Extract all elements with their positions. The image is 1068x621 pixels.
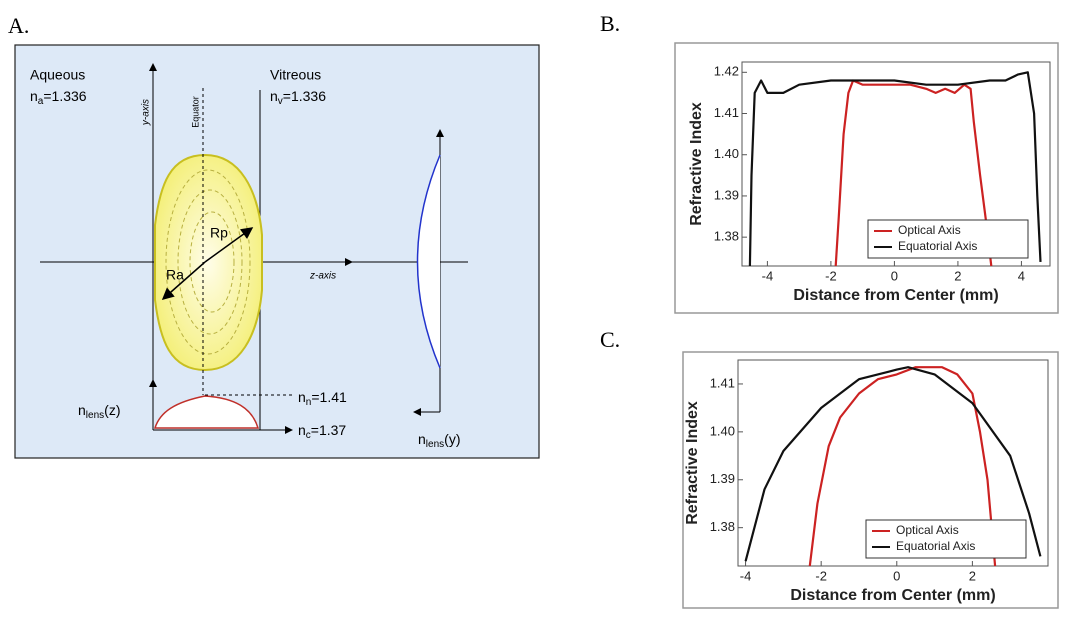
y-tick-label: 1.41 [714,105,739,120]
x-axis-label: Distance from Center (mm) [790,587,995,604]
panel-label: B. [600,11,620,36]
label: nn=1.41 [298,389,347,408]
y-tick-label: 1.40 [714,146,739,161]
series-line [808,366,997,567]
y-tick-label: 1.42 [714,64,739,79]
legend-label: Equatorial Axis [896,539,975,553]
chart: 1.38 1.39 1.40 1.41 1.42 -4 -2 0 2 4 Distance from… [674,42,1059,314]
panel-label: C. [600,327,620,352]
legend-label: Optical Axis [898,223,961,237]
y-tick-label: 1.40 [710,423,735,438]
chart: 1.38 1.39 1.40 1.41 -4 -2 0 2 Distance from Cent… [682,351,1059,609]
label: nlens(y) [418,431,460,450]
lens-diagram: Aqueous na=1.336 Vitreous nv=1.336 y-axi… [14,44,540,459]
legend-box [867,219,1029,259]
x-tick-label: -4 [740,568,752,583]
x-tick-label: 0 [891,268,898,283]
series-line [744,366,1042,562]
y-tick-label: 1.38 [710,519,735,534]
label: nv=1.336 [270,88,326,107]
y-tick-label: 1.39 [710,471,735,486]
series-line [748,71,1042,267]
y-axis-label: Refractive Index [688,102,705,226]
label: Rp [210,225,228,241]
label: nlens(z) [78,402,120,421]
legend-label: Optical Axis [896,523,959,537]
y-tick-label: 1.38 [714,229,739,244]
x-tick-label: 2 [954,268,961,283]
legend-label: Equatorial Axis [898,239,977,253]
x-axis-label: Distance from Center (mm) [793,287,998,304]
label: Aqueous [30,67,85,83]
series-line [834,79,993,267]
panel-label: A. [8,13,29,38]
y-tick-label: 1.39 [714,187,739,202]
label: na=1.336 [30,88,87,107]
x-tick-label: 4 [1018,268,1025,283]
label: Vitreous [270,67,321,83]
x-tick-label: -2 [825,268,837,283]
label: Ra [166,267,184,283]
y-axis-label: Refractive Index [684,401,701,525]
axis-label: z-axis [309,271,336,282]
x-tick-label: -4 [762,268,774,283]
axis-label: Equator [190,96,200,128]
axis-label: y-axis [141,99,152,126]
label: nc=1.37 [298,422,346,441]
y-tick-label: 1.41 [710,375,735,390]
x-tick-label: 2 [969,568,976,583]
x-tick-label: -2 [815,568,827,583]
legend-box [865,519,1027,559]
x-tick-label: 0 [893,568,900,583]
